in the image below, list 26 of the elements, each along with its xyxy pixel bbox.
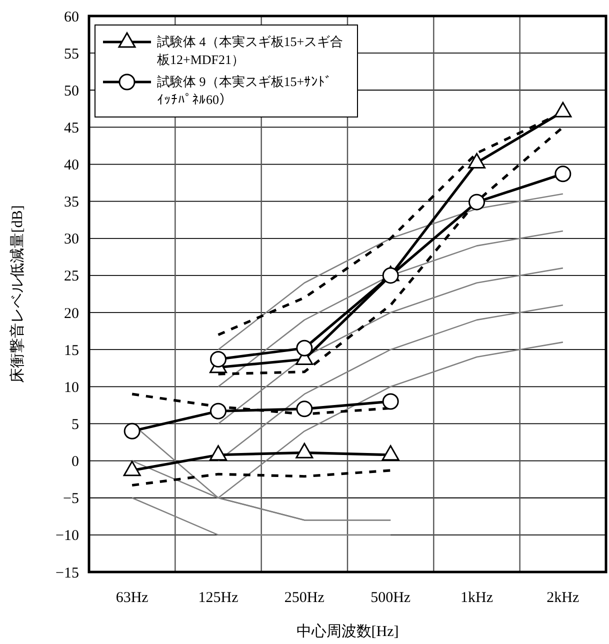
y-tick-label: 60: [64, 9, 79, 26]
y-tick-label: 50: [64, 83, 79, 100]
y-axis-title: 床衝撃音レベル低減量[dB]: [9, 205, 26, 383]
x-tick-label: 500Hz: [370, 590, 411, 606]
y-tick-label: 15: [64, 342, 79, 359]
x-tick-label: 125Hz: [198, 590, 239, 606]
x-tick-label: 1kHz: [460, 590, 494, 606]
legend-label: 試験体 9（本実スギ板15+ｻﾝﾄﾞｲｯﾁﾊﾟﾈﾙ60）: [157, 74, 332, 107]
x-tick-label: 63Hz: [116, 590, 149, 606]
y-tick-label: 35: [64, 194, 79, 211]
y-tick-label: 5: [72, 416, 79, 433]
y-tick-label: 20: [64, 306, 79, 322]
y-tick-label: 55: [64, 46, 79, 62]
y-tick-label: 0: [72, 454, 79, 470]
x-tick-label: 250Hz: [284, 590, 325, 606]
y-tick-label: −15: [56, 565, 79, 582]
y-tick-label: 30: [64, 232, 79, 248]
y-tick-label: −5: [63, 491, 79, 508]
x-axis-title: 中心周波数[Hz]: [296, 623, 399, 640]
y-tick-label: 10: [64, 380, 79, 396]
y-tick-label: 40: [64, 158, 79, 174]
legend-label: 試験体 4（本実スギ板15+スギ合板12+MDF21）: [156, 34, 344, 67]
x-tick-label: 2kHz: [546, 590, 580, 606]
y-tick-label: 25: [64, 268, 79, 285]
y-tick-label: −10: [56, 528, 79, 544]
y-tick-label: 45: [64, 120, 79, 136]
